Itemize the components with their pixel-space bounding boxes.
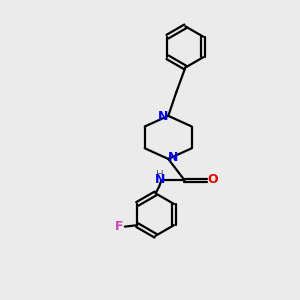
Text: H: H [156,170,164,180]
Text: N: N [158,110,168,123]
Text: N: N [168,151,179,164]
Text: N: N [155,173,166,186]
Text: F: F [115,220,124,233]
Text: O: O [207,173,218,186]
